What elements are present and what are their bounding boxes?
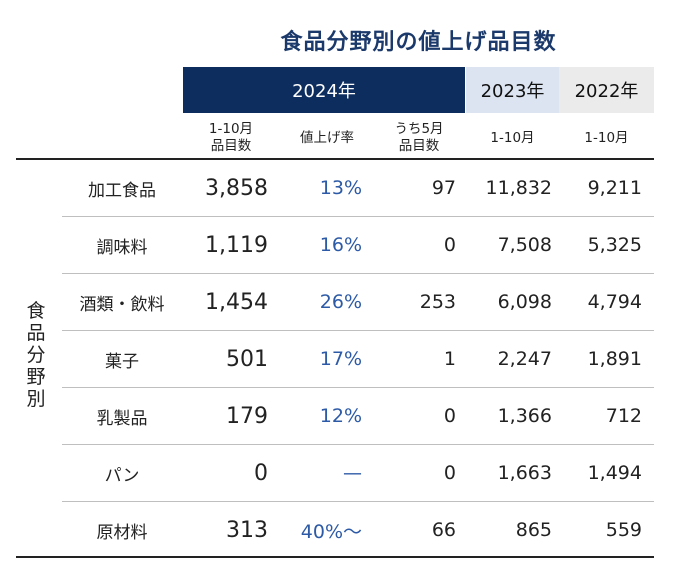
cell-may-2024: 0 [443, 462, 456, 484]
cell-rate-2024: — [343, 462, 362, 484]
cell-2022: 1,494 [587, 462, 642, 484]
cell-2022: 1,891 [587, 348, 642, 370]
table-row: 菓子 501 17% 1 2,247 1,891 [62, 331, 654, 388]
row-divider [62, 273, 654, 274]
cell-2022: 712 [605, 405, 642, 427]
cell-2022: 9,211 [587, 177, 642, 199]
cell-2022: 559 [605, 519, 642, 541]
cell-2023: 2,247 [497, 348, 552, 370]
row-label: 原材料 [96, 522, 148, 543]
subheader-may-2024: うち5月 品目数 [394, 121, 444, 154]
cell-2023: 865 [515, 519, 552, 541]
side-label-category: 食 品 分 野 別 [26, 300, 46, 410]
row-divider [62, 444, 654, 445]
table-row: 調味料 1,119 16% 0 7,508 5,325 [62, 217, 654, 274]
cell-2023: 11,832 [485, 177, 552, 199]
cell-count-2024: 1,454 [205, 289, 268, 315]
cell-2023: 6,098 [497, 291, 552, 313]
row-label: 調味料 [96, 237, 148, 258]
cell-may-2024: 0 [443, 234, 456, 256]
subheader-count-2024: 1-10月 品目数 [208, 121, 254, 154]
cell-rate-2024: 13% [319, 177, 362, 199]
row-divider [62, 387, 654, 388]
cell-count-2024: 3,858 [205, 175, 268, 201]
row-label: 酒類・飲料 [79, 294, 165, 315]
cell-rate-2024: 16% [319, 234, 362, 256]
row-divider [62, 330, 654, 331]
subheader-period-2022: 1-10月 [584, 129, 629, 146]
cell-2023: 1,663 [497, 462, 552, 484]
cell-count-2024: 179 [226, 403, 268, 429]
cell-count-2024: 313 [226, 517, 268, 543]
cell-2023: 7,508 [497, 234, 552, 256]
table-top-rule [16, 158, 654, 160]
cell-2022: 5,325 [587, 234, 642, 256]
row-label: 乳製品 [96, 408, 148, 429]
header-2023: 2023年 [466, 67, 559, 113]
row-divider [62, 216, 654, 217]
row-divider [62, 501, 654, 502]
cell-may-2024: 66 [431, 519, 456, 541]
table-row: パン 0 — 0 1,663 1,494 [62, 445, 654, 502]
table-bottom-rule [16, 556, 654, 558]
page-title: 食品分野別の値上げ品目数 [280, 30, 557, 55]
table-row: 酒類・飲料 1,454 26% 253 6,098 4,794 [62, 274, 654, 331]
table-row: 乳製品 179 12% 0 1,366 712 [62, 388, 654, 445]
cell-rate-2024: 17% [319, 348, 362, 370]
cell-may-2024: 97 [431, 177, 456, 199]
header-2022: 2022年 [559, 67, 654, 113]
cell-may-2024: 0 [443, 405, 456, 427]
header-2024: 2024年 [183, 67, 465, 113]
cell-count-2024: 501 [226, 346, 268, 372]
cell-rate-2024: 26% [319, 291, 362, 313]
cell-may-2024: 253 [419, 291, 456, 313]
table-row: 原材料 313 40%～ 66 865 559 [62, 502, 654, 559]
cell-rate-2024: 40%～ [300, 520, 362, 543]
cell-may-2024: 1 [443, 348, 456, 370]
cell-count-2024: 0 [254, 460, 268, 486]
row-label: パン [104, 465, 140, 486]
row-label: 菓子 [105, 351, 139, 372]
subheader-rate-2024: 値上げ率 [300, 129, 354, 146]
row-label: 加工食品 [88, 180, 156, 201]
cell-rate-2024: 12% [319, 405, 362, 427]
cell-2023: 1,366 [497, 405, 552, 427]
cell-2022: 4,794 [587, 291, 642, 313]
table-row: 加工食品 3,858 13% 97 11,832 9,211 [62, 160, 654, 217]
subheader-period-2023: 1-10月 [490, 129, 535, 146]
cell-count-2024: 1,119 [205, 232, 268, 258]
